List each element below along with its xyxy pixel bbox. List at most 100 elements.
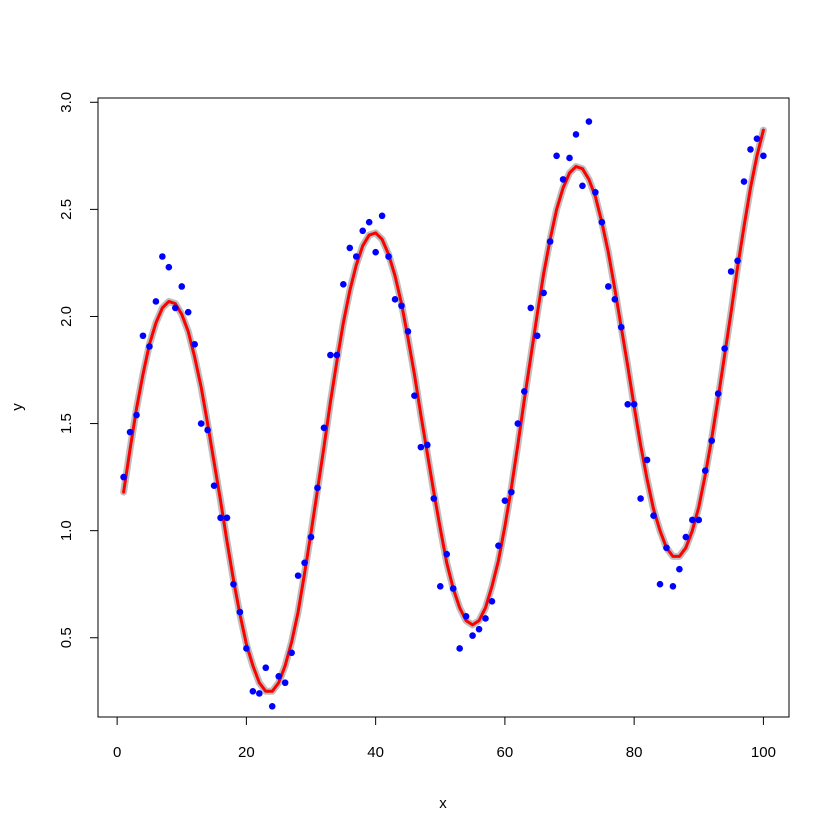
point bbox=[747, 146, 754, 153]
point bbox=[146, 343, 153, 350]
y-axis-title: y bbox=[9, 403, 26, 411]
y-tick-label: 2.5 bbox=[58, 199, 75, 220]
point bbox=[701, 467, 709, 474]
point bbox=[689, 516, 696, 524]
point bbox=[327, 351, 334, 359]
point bbox=[411, 392, 418, 400]
point bbox=[436, 583, 444, 590]
point bbox=[223, 514, 231, 522]
point bbox=[553, 152, 560, 160]
point bbox=[598, 218, 606, 226]
x-tick-label: 80 bbox=[626, 744, 643, 761]
point bbox=[307, 533, 315, 541]
point bbox=[566, 154, 573, 162]
point bbox=[617, 323, 625, 331]
point bbox=[301, 559, 308, 567]
point bbox=[488, 598, 496, 605]
point bbox=[346, 244, 354, 252]
point bbox=[579, 182, 586, 190]
point bbox=[637, 495, 644, 502]
point bbox=[204, 426, 211, 434]
point bbox=[359, 227, 367, 235]
point bbox=[191, 341, 198, 348]
point bbox=[508, 488, 515, 496]
point bbox=[230, 580, 237, 588]
point bbox=[294, 572, 302, 579]
point bbox=[256, 690, 263, 697]
point bbox=[126, 428, 134, 436]
point bbox=[152, 298, 160, 305]
point bbox=[740, 178, 748, 185]
point bbox=[210, 482, 218, 489]
point bbox=[430, 495, 438, 502]
point bbox=[624, 400, 631, 408]
x-axis-title: x bbox=[439, 795, 447, 812]
point bbox=[449, 585, 457, 592]
x-tick-label: 0 bbox=[113, 744, 121, 761]
y-tick-label: 3.0 bbox=[58, 92, 75, 113]
point bbox=[727, 268, 735, 275]
y-tick-label: 0.5 bbox=[58, 627, 75, 648]
point bbox=[734, 257, 741, 265]
point bbox=[482, 615, 489, 622]
point bbox=[669, 583, 677, 590]
point bbox=[391, 296, 399, 303]
y-tick-label: 2.0 bbox=[58, 306, 75, 327]
point bbox=[320, 424, 328, 432]
point bbox=[495, 542, 502, 549]
point bbox=[708, 437, 716, 444]
x-tick-label: 60 bbox=[497, 744, 514, 761]
point bbox=[288, 649, 295, 657]
y-tick-label: 1.5 bbox=[58, 413, 75, 434]
point bbox=[275, 673, 282, 680]
point bbox=[721, 345, 728, 352]
point bbox=[217, 514, 224, 522]
point bbox=[139, 332, 147, 340]
point bbox=[663, 544, 670, 552]
point bbox=[682, 533, 690, 541]
point bbox=[372, 248, 379, 256]
point bbox=[760, 152, 767, 160]
point bbox=[559, 176, 567, 183]
point bbox=[456, 645, 463, 652]
point bbox=[540, 289, 547, 297]
point bbox=[236, 608, 244, 616]
point bbox=[171, 304, 179, 312]
y-tick-label: 1.0 bbox=[58, 520, 75, 541]
point bbox=[417, 443, 425, 451]
point bbox=[197, 420, 205, 427]
x-tick-label: 100 bbox=[751, 744, 776, 761]
point bbox=[501, 497, 509, 504]
point bbox=[462, 613, 470, 620]
point bbox=[404, 328, 412, 335]
point bbox=[352, 253, 360, 260]
point bbox=[268, 702, 276, 710]
point bbox=[520, 388, 528, 395]
point bbox=[469, 632, 476, 639]
point bbox=[281, 679, 289, 687]
point bbox=[120, 473, 127, 481]
point bbox=[753, 135, 761, 142]
point bbox=[340, 281, 347, 288]
point bbox=[424, 441, 431, 449]
point bbox=[333, 351, 341, 359]
point bbox=[314, 484, 321, 492]
point bbox=[159, 253, 166, 260]
point bbox=[572, 131, 580, 138]
point bbox=[527, 304, 535, 312]
point bbox=[262, 664, 270, 672]
point bbox=[676, 565, 683, 573]
point bbox=[475, 625, 483, 633]
point bbox=[385, 253, 392, 260]
point bbox=[605, 283, 612, 290]
point bbox=[165, 263, 173, 271]
point bbox=[178, 283, 186, 290]
point bbox=[184, 308, 192, 316]
point bbox=[365, 218, 373, 226]
point bbox=[714, 390, 722, 397]
point bbox=[585, 118, 593, 125]
x-tick-label: 40 bbox=[367, 744, 384, 761]
point bbox=[650, 512, 657, 519]
